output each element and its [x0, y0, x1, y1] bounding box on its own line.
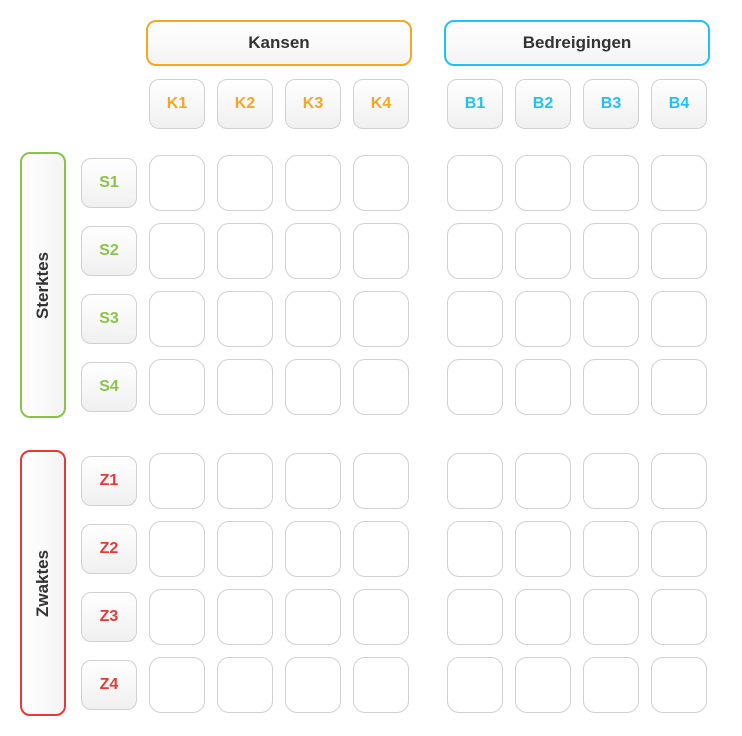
matrix-cell[interactable] — [149, 657, 205, 713]
matrix-cell[interactable] — [217, 291, 273, 347]
matrix-cell[interactable] — [149, 589, 205, 645]
matrix-cell[interactable] — [285, 453, 341, 509]
col-head-b1: B1 — [447, 79, 503, 129]
header-bedreigingen: Bedreigingen — [444, 20, 710, 66]
matrix-cell[interactable] — [515, 453, 571, 509]
col-head-k4: K4 — [353, 79, 409, 129]
matrix-cell[interactable] — [651, 155, 707, 211]
matrix-cell[interactable] — [447, 521, 503, 577]
matrix-cell[interactable] — [149, 359, 205, 415]
matrix-cell[interactable] — [217, 453, 273, 509]
header-kansen: Kansen — [146, 20, 412, 66]
matrix-cell[interactable] — [149, 453, 205, 509]
matrix-cell[interactable] — [651, 359, 707, 415]
matrix-cell[interactable] — [353, 521, 409, 577]
matrix-cell[interactable] — [217, 359, 273, 415]
matrix-cell[interactable] — [353, 359, 409, 415]
matrix-cell[interactable] — [285, 291, 341, 347]
matrix-cell[interactable] — [353, 223, 409, 279]
matrix-cell[interactable] — [447, 589, 503, 645]
row-head-s4: S4 — [81, 362, 137, 412]
matrix-cell[interactable] — [583, 589, 639, 645]
matrix-cell[interactable] — [447, 657, 503, 713]
col-head-k2: K2 — [217, 79, 273, 129]
matrix-cell[interactable] — [353, 589, 409, 645]
col-head-b3: B3 — [583, 79, 639, 129]
side-sterktes: Sterktes — [20, 152, 66, 418]
matrix-cell[interactable] — [583, 155, 639, 211]
matrix-cell[interactable] — [217, 589, 273, 645]
matrix-cell[interactable] — [515, 223, 571, 279]
matrix-cell[interactable] — [285, 155, 341, 211]
col-head-b2: B2 — [515, 79, 571, 129]
matrix-cell[interactable] — [515, 359, 571, 415]
matrix-cell[interactable] — [285, 521, 341, 577]
matrix-cell[interactable] — [515, 291, 571, 347]
matrix-cell[interactable] — [447, 453, 503, 509]
matrix-cell[interactable] — [149, 223, 205, 279]
matrix-cell[interactable] — [353, 657, 409, 713]
col-head-k3: K3 — [285, 79, 341, 129]
matrix-cell[interactable] — [217, 155, 273, 211]
matrix-cell[interactable] — [651, 223, 707, 279]
matrix-cell[interactable] — [447, 155, 503, 211]
matrix-cell[interactable] — [353, 453, 409, 509]
matrix-cell[interactable] — [149, 291, 205, 347]
matrix-cell[interactable] — [447, 359, 503, 415]
swot-matrix: Kansen Bedreigingen K1K2K3K4 B1B2B3B4 Sterkt… — [20, 20, 722, 716]
matrix-cell[interactable] — [149, 155, 205, 211]
matrix-cell[interactable] — [447, 291, 503, 347]
col-head-b4: B4 — [651, 79, 707, 129]
matrix-cell[interactable] — [515, 589, 571, 645]
matrix-cell[interactable] — [285, 223, 341, 279]
matrix-cell[interactable] — [515, 657, 571, 713]
matrix-cell[interactable] — [583, 521, 639, 577]
matrix-cell[interactable] — [447, 223, 503, 279]
matrix-cell[interactable] — [217, 223, 273, 279]
matrix-cell[interactable] — [285, 359, 341, 415]
row-head-s1: S1 — [81, 158, 137, 208]
matrix-cell[interactable] — [583, 223, 639, 279]
col-head-k1: K1 — [149, 79, 205, 129]
matrix-cell[interactable] — [285, 657, 341, 713]
matrix-cell[interactable] — [651, 453, 707, 509]
matrix-cell[interactable] — [217, 521, 273, 577]
matrix-cell[interactable] — [583, 657, 639, 713]
matrix-cell[interactable] — [651, 657, 707, 713]
matrix-cell[interactable] — [651, 291, 707, 347]
matrix-cell[interactable] — [515, 521, 571, 577]
matrix-cell[interactable] — [353, 155, 409, 211]
row-head-s3: S3 — [81, 294, 137, 344]
row-head-z3: Z3 — [81, 592, 137, 642]
matrix-cell[interactable] — [217, 657, 273, 713]
matrix-cell[interactable] — [651, 521, 707, 577]
matrix-cell[interactable] — [583, 291, 639, 347]
matrix-cell[interactable] — [651, 589, 707, 645]
matrix-cell[interactable] — [353, 291, 409, 347]
matrix-cell[interactable] — [515, 155, 571, 211]
row-head-z1: Z1 — [81, 456, 137, 506]
row-head-z2: Z2 — [81, 524, 137, 574]
matrix-cell[interactable] — [285, 589, 341, 645]
row-head-s2: S2 — [81, 226, 137, 276]
matrix-cell[interactable] — [149, 521, 205, 577]
matrix-cell[interactable] — [583, 359, 639, 415]
row-head-z4: Z4 — [81, 660, 137, 710]
side-zwaktes: Zwaktes — [20, 450, 66, 716]
matrix-cell[interactable] — [583, 453, 639, 509]
